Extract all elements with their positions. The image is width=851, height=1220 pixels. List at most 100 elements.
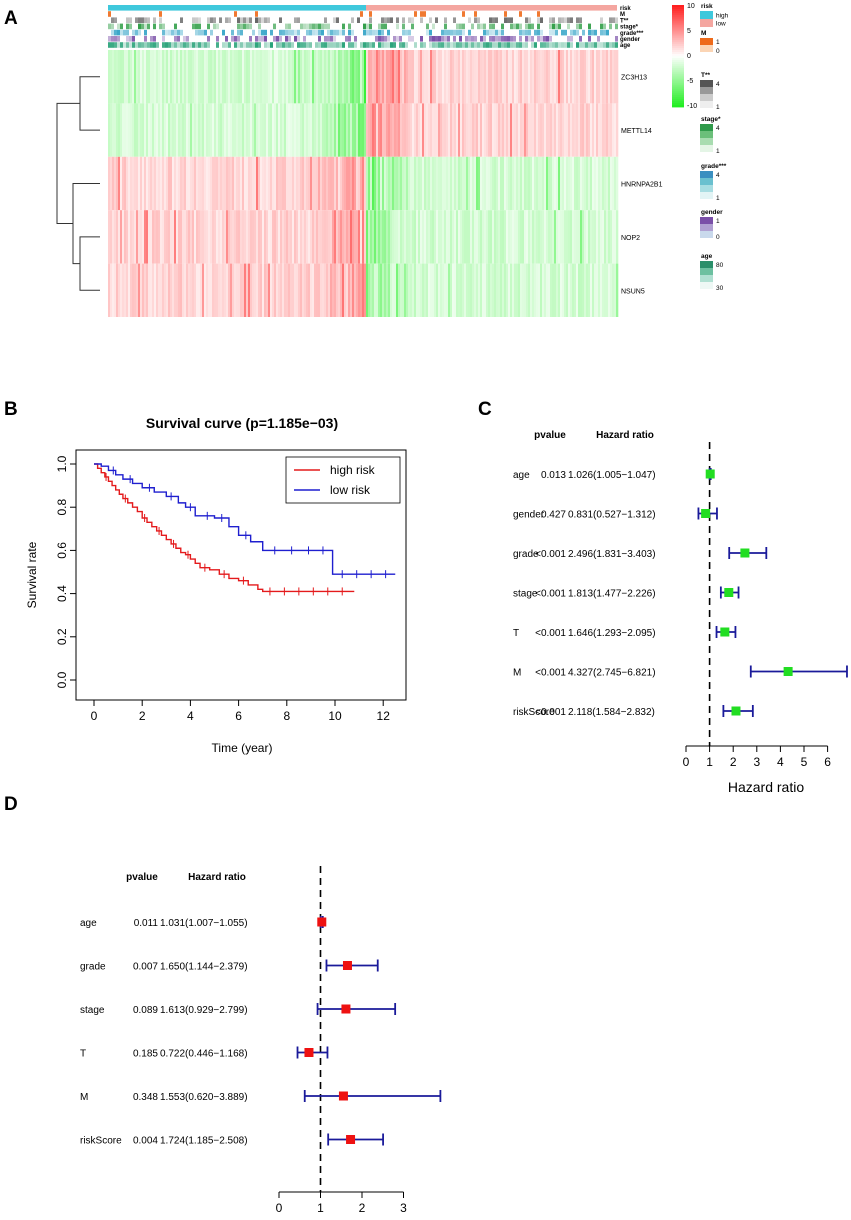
annotation-cell [507,42,510,48]
annotation-cell [195,23,198,30]
heatmap-cell [406,50,409,104]
heatmap-cell [504,263,507,317]
heatmap-cell [244,156,247,211]
heatmap-cell [262,263,265,317]
annotation-cell [177,29,180,36]
annotation-cell [153,42,156,48]
heatmap-cell [458,210,461,264]
heatmap-cell [500,263,503,317]
hr-point [731,706,741,716]
heatmap-cell [392,50,395,104]
heatmap-cell [462,156,465,211]
heatmap-cell [454,210,457,264]
heatmap-cell [508,210,511,264]
heatmap-cell [214,263,217,317]
annotation-cell [324,36,327,42]
annotation-cell [528,17,531,23]
annotation-cell [450,42,453,48]
heatmap-cell [316,50,319,104]
legend-swatch [700,11,713,19]
heatmap-cell [328,50,331,104]
heatmap-cell [470,156,473,211]
row-label: riskScore [513,707,555,718]
heatmap-cell [302,103,305,157]
heatmap-cell [360,210,363,264]
heatmap-cell [118,263,121,317]
heatmap-cell [454,156,457,211]
heatmap-cell [514,263,517,317]
heatmap-cell [402,263,405,317]
color-scale-cell [672,7,684,10]
heatmap-cell [192,156,195,211]
heatmap-cell [170,103,173,157]
heatmap-cell [332,103,335,157]
annotation-cell [231,29,234,36]
heatmap-cell [116,210,119,264]
row-label: M [513,668,521,679]
annotation-cell [264,36,267,42]
row-hr-text: 0.831(0.527−1.312) [568,510,656,521]
heatmap-cell [210,50,213,104]
annotation-cell [528,36,531,42]
annotation-cell [144,36,147,42]
heatmap-cell [414,103,417,157]
annotation-cell [390,42,393,48]
heatmap-cell [222,50,225,104]
heatmap-cell [518,263,521,317]
heatmap-cell [190,263,193,317]
heatmap-cell [250,103,253,157]
annotation-cell [552,29,555,36]
heatmap-cell [142,103,145,157]
annotation-cell [117,42,120,48]
annotation-cell [297,29,300,36]
heatmap-cell [216,156,219,211]
heatmap-cell [360,156,363,211]
heatmap-cell [434,263,437,317]
heatmap-cell [334,263,337,317]
heatmap-cell [534,103,537,157]
heatmap-cell [346,103,349,157]
heatmap-cell [590,103,593,157]
heatmap-cell [258,210,261,264]
heatmap-cell [218,156,221,211]
annotation-cell [198,29,201,36]
heatmap-cell [360,103,363,157]
color-scale-cell [672,45,684,49]
heatmap-cell [570,263,573,317]
heatmap-cell [324,156,327,211]
legend-swatch [700,231,713,238]
heatmap-cell [588,263,591,317]
heatmap-cell [162,210,165,264]
heatmap-cell [118,156,121,211]
panel-label-d: D [4,794,18,815]
heatmap-cell [336,50,339,104]
annotation-cell [498,29,501,36]
heatmap-cell [206,210,209,264]
heatmap-cell [392,210,395,264]
heatmap-cell [314,210,317,264]
heatmap-cell [120,210,123,264]
heatmap-cell [584,156,587,211]
annotation-cell [201,42,204,48]
annotation-cell [243,17,246,23]
heatmap-cell [464,210,467,264]
heatmap-cell [336,263,339,317]
heatmap-cell [146,156,149,211]
heatmap-cell [404,156,407,211]
annotation-cell [330,36,333,42]
heatmap-cell [166,210,169,264]
hr-point [341,1004,351,1014]
heatmap-cell [448,263,451,317]
annotation-cell [549,36,552,42]
heatmap-cell [374,50,377,104]
annotation-cell [225,36,228,42]
heatmap-cell [212,103,215,157]
annotation-cell [453,29,456,36]
heatmap-cell [490,103,493,157]
heatmap-cell [164,50,167,104]
heatmap-cell [294,210,297,264]
annotation-cell [330,29,333,36]
annotation-cell [180,29,183,36]
heatmap-cell [152,263,155,317]
